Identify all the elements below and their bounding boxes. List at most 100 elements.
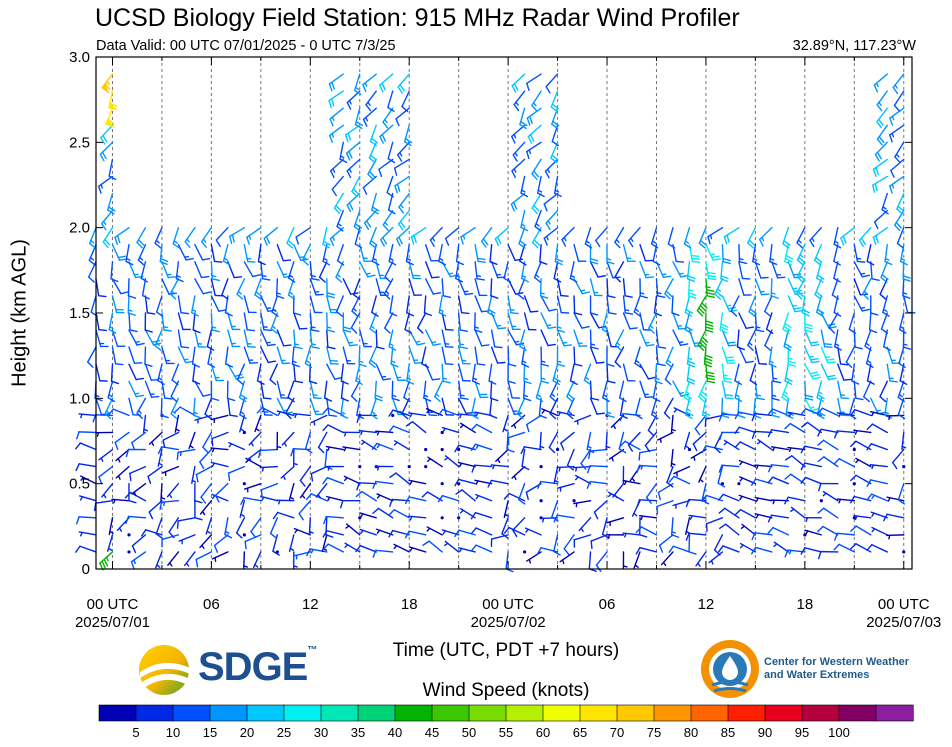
- wind-barb: [177, 329, 190, 349]
- barb-full-feather: [537, 192, 545, 198]
- barb-full-feather: [892, 86, 899, 95]
- wind-barb: [549, 397, 559, 420]
- barb-full-feather: [350, 327, 358, 334]
- barb-full-feather: [292, 312, 302, 316]
- wind-barb: [352, 278, 361, 300]
- barb-shaft: [754, 412, 773, 417]
- barb-full-feather: [593, 511, 599, 520]
- barb-half-feather: [679, 391, 685, 395]
- wind-barb: [326, 397, 337, 417]
- barb-full-feather: [215, 239, 221, 248]
- wind-barb: [866, 443, 888, 451]
- barb-full-feather: [390, 363, 399, 368]
- barb-shaft: [147, 465, 163, 478]
- wind-barb: [298, 500, 312, 521]
- wind-barb: [622, 295, 634, 315]
- wind-barb: [507, 244, 523, 261]
- barb-half-feather: [671, 531, 677, 534]
- wind-barb: [322, 226, 331, 249]
- barb-half-feather: [523, 377, 529, 381]
- barb-full-feather: [387, 209, 396, 215]
- barb-shaft: [269, 363, 279, 381]
- barb-shaft: [324, 448, 328, 468]
- wind-barb: [342, 312, 352, 333]
- barb-full-feather: [896, 208, 904, 215]
- barb-half-feather: [513, 133, 517, 139]
- barb-full-feather: [328, 83, 333, 92]
- wind-barb: [655, 329, 667, 349]
- barb-full-feather: [150, 395, 160, 398]
- wind-barb: [388, 509, 410, 519]
- barb-full-feather: [388, 425, 395, 433]
- barb-half-feather: [406, 377, 412, 381]
- barb-half-feather: [169, 562, 173, 567]
- barb-full-feather: [118, 258, 128, 261]
- barb-full-feather: [711, 255, 720, 259]
- barb-full-feather: [876, 104, 883, 112]
- wind-barb: [424, 447, 428, 452]
- wind-barb: [206, 329, 215, 351]
- wind-barb: [554, 244, 564, 266]
- barb-half-feather: [442, 530, 446, 535]
- wind-barb: [171, 363, 180, 386]
- wind-barb: [115, 448, 130, 463]
- barb-half-feather: [376, 430, 380, 436]
- wind-barb: [99, 551, 114, 571]
- barb-shaft: [639, 363, 650, 380]
- barb-half-feather: [117, 457, 121, 463]
- barb-full-feather: [595, 239, 601, 248]
- barb-half-feather: [556, 326, 562, 329]
- barb-half-feather: [563, 236, 567, 242]
- colorbar-swatch: [135, 704, 174, 722]
- wind-barb: [803, 517, 823, 522]
- wind-barb: [404, 312, 413, 334]
- wind-barb: [350, 312, 361, 334]
- barb-shaft: [95, 397, 103, 416]
- wind-barb: [833, 244, 841, 266]
- wind-barb: [670, 517, 680, 538]
- wind-barb: [457, 312, 469, 332]
- wind-barb: [539, 499, 543, 503]
- barb-full-feather: [191, 363, 200, 368]
- barb-full-feather: [606, 414, 615, 418]
- wind-barb: [344, 542, 361, 553]
- barb-full-feather: [590, 397, 600, 401]
- barb-full-feather: [614, 275, 622, 283]
- barb-full-feather: [850, 440, 857, 448]
- barb-shaft: [194, 244, 204, 261]
- wind-barb: [441, 329, 454, 348]
- barb-shaft: [90, 295, 97, 313]
- calm-dot: [539, 499, 543, 503]
- barb-half-feather: [752, 257, 758, 261]
- barb-full-feather: [213, 260, 223, 263]
- wind-barb: [589, 346, 605, 364]
- wind-barb: [555, 447, 560, 452]
- wind-barb: [672, 329, 689, 346]
- wind-barb: [890, 158, 905, 178]
- wind-barb: [871, 526, 888, 536]
- barb-full-feather: [416, 342, 426, 346]
- barb-shaft: [371, 295, 377, 314]
- wind-barb: [800, 408, 823, 417]
- barb-half-feather: [444, 457, 449, 461]
- barb-shaft: [688, 532, 707, 536]
- barb-half-feather: [155, 239, 160, 244]
- barb-full-feather: [353, 89, 362, 95]
- barb-half-feather: [684, 445, 690, 449]
- wind-barb: [125, 515, 147, 524]
- barb-full-feather: [358, 363, 367, 368]
- barb-shaft: [350, 312, 361, 329]
- barb-full-feather: [287, 294, 296, 300]
- barb-half-feather: [635, 359, 640, 364]
- barb-full-feather: [797, 273, 805, 280]
- wind-barb: [569, 363, 578, 385]
- wind-barb: [892, 448, 905, 470]
- wind-barb: [474, 380, 489, 399]
- colorbar-tick-label: 95: [795, 725, 809, 740]
- wind-barb: [474, 261, 485, 281]
- wind-barb: [325, 465, 344, 471]
- barb-full-feather: [707, 235, 711, 245]
- barb-full-feather: [628, 239, 634, 248]
- wind-barb: [144, 312, 153, 333]
- barb-full-feather: [705, 326, 714, 330]
